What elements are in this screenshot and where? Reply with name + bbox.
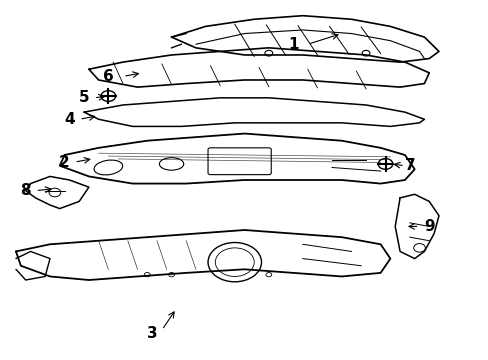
Text: 5: 5 [79, 90, 89, 105]
Text: 1: 1 [287, 37, 298, 52]
Text: 3: 3 [146, 326, 157, 341]
Text: 2: 2 [59, 155, 70, 170]
Text: 6: 6 [103, 69, 114, 84]
Text: 8: 8 [20, 183, 31, 198]
Text: 4: 4 [64, 112, 75, 127]
Text: 7: 7 [404, 158, 414, 173]
Text: 9: 9 [423, 219, 434, 234]
